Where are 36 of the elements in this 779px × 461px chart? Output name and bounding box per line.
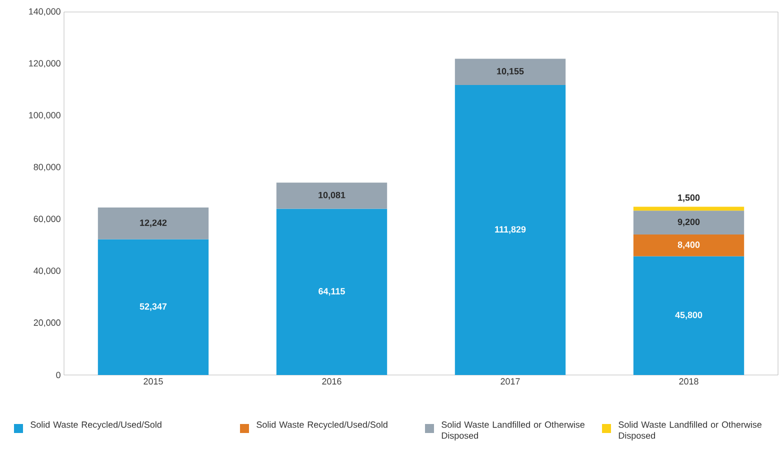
x-tick-label: 2015 [144, 378, 163, 385]
legend-label: Solid Waste Recycled/Used/Sold [256, 421, 388, 430]
bar [454, 85, 566, 375]
y-tick-label: 100,000 [29, 112, 60, 120]
data-label: 111,829 [495, 226, 526, 234]
data-label: 12,242 [140, 220, 167, 228]
data-label: 10,081 [318, 192, 346, 200]
bar [276, 208, 388, 375]
data-label: 64,115 [318, 288, 345, 296]
legend-label: Solid Waste Landfilled or Otherwise Disposed [442, 421, 584, 441]
y-tick-label: 0 [56, 372, 60, 378]
x-tick-label: 2017 [500, 378, 520, 385]
bar [98, 208, 209, 240]
bar [633, 234, 744, 256]
legend-label: Solid Waste Recycled/Used/Sold [30, 421, 162, 430]
data-label: 10,155 [497, 68, 524, 76]
legend-label: Solid Waste Landfilled or Otherwise Disposed [618, 421, 762, 441]
y-tick-label: 80,000 [34, 164, 60, 172]
x-tick-label: 2016 [322, 378, 342, 385]
y-tick-label: 60,000 [34, 216, 60, 224]
data-label: 8,400 [678, 242, 700, 250]
data-label: 52,347 [140, 303, 167, 311]
bar [276, 182, 388, 209]
data-label: 1,500 [678, 194, 700, 202]
bar [98, 239, 209, 375]
y-tick-label: 20,000 [34, 319, 60, 327]
bar [633, 206, 744, 211]
bar [633, 256, 744, 375]
data-label: 45,800 [675, 312, 702, 320]
data-label: 9,200 [678, 218, 700, 226]
y-tick-label: 140,000 [29, 8, 60, 16]
y-tick-label: 40,000 [34, 268, 60, 275]
bar [454, 58, 566, 86]
x-tick-label: 2018 [679, 378, 698, 385]
y-tick-label: 120,000 [29, 60, 60, 68]
bar [633, 210, 744, 234]
